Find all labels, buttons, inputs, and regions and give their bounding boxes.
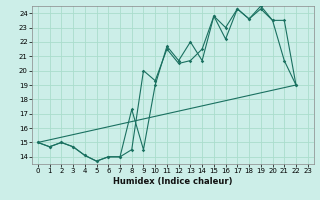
X-axis label: Humidex (Indice chaleur): Humidex (Indice chaleur) (113, 177, 233, 186)
